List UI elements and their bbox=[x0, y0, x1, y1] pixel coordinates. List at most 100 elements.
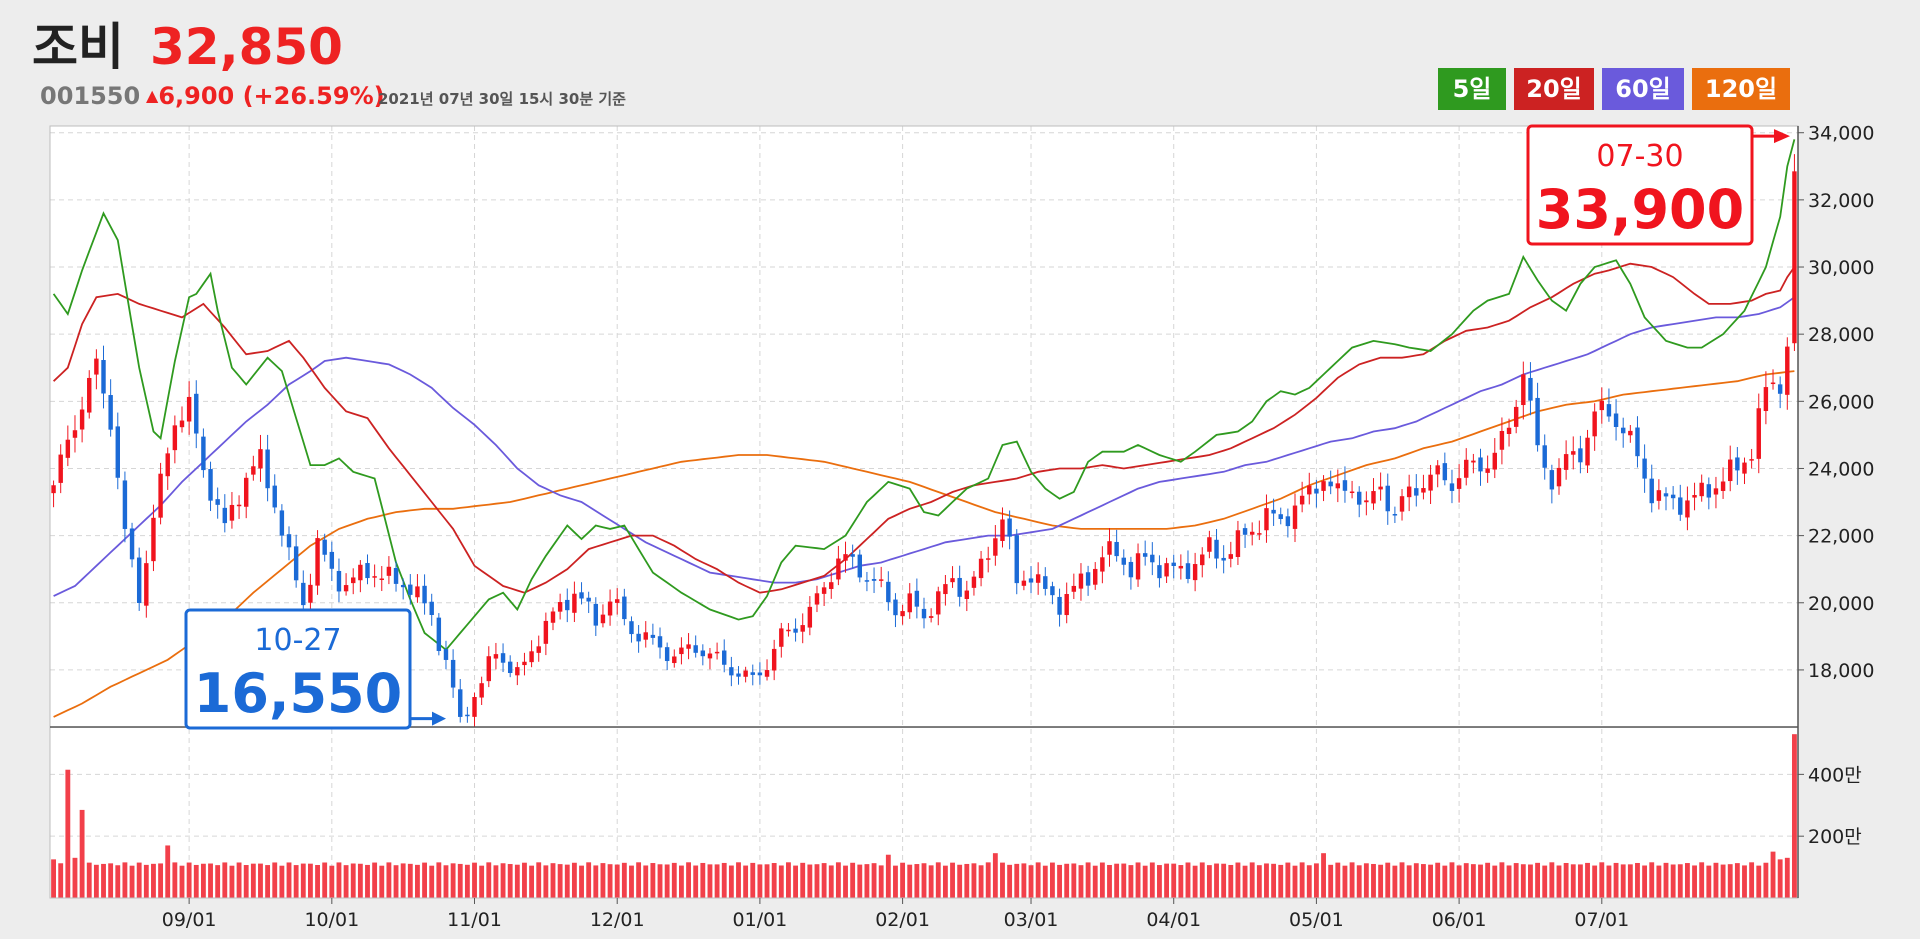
volume-bar bbox=[1642, 865, 1648, 898]
volume-bar bbox=[900, 862, 906, 898]
volume-bar bbox=[671, 862, 677, 898]
volume-bar bbox=[778, 865, 784, 898]
volume-bar bbox=[1663, 862, 1669, 898]
candle bbox=[893, 599, 898, 616]
candle bbox=[1792, 171, 1797, 344]
candle bbox=[1050, 586, 1055, 596]
candle bbox=[536, 646, 541, 653]
stock-code: 001550 bbox=[40, 82, 141, 110]
candle bbox=[1200, 554, 1205, 566]
volume-bar bbox=[464, 864, 470, 898]
price-tick-label: 24,000 bbox=[1808, 458, 1874, 480]
price-tick-label: 26,000 bbox=[1808, 391, 1874, 413]
candle bbox=[878, 579, 884, 581]
price-tick-label: 30,000 bbox=[1808, 257, 1874, 279]
candle bbox=[443, 649, 449, 660]
volume-bar bbox=[1599, 862, 1605, 898]
candle bbox=[1271, 509, 1276, 514]
candle bbox=[622, 596, 627, 620]
candle bbox=[1578, 448, 1583, 463]
date-tick-label: 04/01 bbox=[1146, 909, 1201, 931]
candle bbox=[500, 653, 506, 663]
volume-bar bbox=[636, 862, 642, 898]
volume-bar bbox=[728, 865, 734, 898]
volume-bar bbox=[1057, 864, 1062, 898]
candle bbox=[672, 656, 677, 664]
volume-bar bbox=[1399, 862, 1405, 898]
candle bbox=[1521, 374, 1526, 406]
volume-bar bbox=[1049, 862, 1055, 898]
legend-ma120[interactable]: 120일 bbox=[1692, 68, 1790, 110]
candle bbox=[1185, 563, 1191, 579]
candle bbox=[743, 670, 748, 677]
candle bbox=[1414, 488, 1419, 496]
candle bbox=[215, 499, 220, 505]
candle bbox=[1028, 578, 1034, 583]
volume-bar bbox=[457, 863, 463, 898]
volume-bar bbox=[386, 862, 392, 898]
volume-bar bbox=[1513, 863, 1519, 898]
candle bbox=[229, 504, 235, 521]
candle bbox=[1264, 508, 1269, 531]
volume-bar bbox=[1356, 865, 1362, 898]
candle bbox=[636, 633, 641, 642]
candle bbox=[764, 670, 770, 677]
candle bbox=[807, 606, 813, 628]
volume-bar bbox=[914, 864, 920, 898]
candle bbox=[1128, 561, 1134, 578]
date-tick-label: 12/01 bbox=[590, 909, 645, 931]
candle bbox=[1606, 404, 1612, 417]
volume-bar bbox=[357, 863, 363, 898]
candle bbox=[1014, 535, 1019, 584]
volume-bar bbox=[1114, 863, 1120, 898]
volume-bar bbox=[1734, 863, 1740, 898]
volume-bar bbox=[122, 862, 128, 898]
candle bbox=[914, 590, 920, 607]
candle bbox=[664, 647, 670, 662]
volume-bar bbox=[1585, 862, 1590, 898]
volume-bar bbox=[536, 862, 542, 898]
date-tick-label: 05/01 bbox=[1289, 909, 1344, 931]
volume-bar bbox=[1192, 865, 1198, 898]
candle bbox=[1285, 516, 1291, 527]
candle bbox=[857, 554, 862, 578]
candle bbox=[222, 507, 228, 524]
volume-bar bbox=[1592, 865, 1598, 898]
volume-bar bbox=[743, 865, 749, 898]
volume-bar bbox=[571, 862, 577, 898]
volume-bar bbox=[1164, 863, 1170, 898]
volume-bar bbox=[614, 864, 620, 898]
volume-bar bbox=[1649, 862, 1655, 898]
candle bbox=[1428, 474, 1433, 491]
legend-ma5[interactable]: 5일 bbox=[1438, 68, 1506, 110]
candle bbox=[479, 683, 484, 698]
candle bbox=[593, 603, 599, 626]
volume-bar bbox=[529, 865, 535, 898]
price-tick-label: 18,000 bbox=[1808, 660, 1874, 682]
legend-ma60[interactable]: 60일 bbox=[1602, 68, 1684, 110]
date-tick-label: 02/01 bbox=[875, 909, 930, 931]
candle bbox=[1785, 346, 1790, 395]
candle bbox=[1563, 454, 1569, 470]
volume-bar bbox=[1470, 864, 1476, 898]
candle bbox=[1299, 495, 1305, 505]
volume-bar bbox=[700, 862, 706, 898]
candle bbox=[771, 648, 777, 671]
low-arrow-head bbox=[432, 711, 446, 726]
volume-bar bbox=[1335, 862, 1341, 898]
volume-bar bbox=[436, 862, 442, 898]
candle bbox=[465, 714, 470, 717]
candle bbox=[707, 653, 713, 659]
volume-bar bbox=[793, 865, 799, 898]
candle bbox=[151, 517, 156, 562]
volume-bar bbox=[835, 862, 841, 898]
candle bbox=[258, 449, 263, 469]
candle bbox=[1335, 483, 1341, 489]
volume-bar bbox=[1406, 865, 1412, 898]
volume-bar bbox=[1706, 865, 1712, 898]
legend-ma20[interactable]: 20일 bbox=[1514, 68, 1594, 110]
candle bbox=[1371, 491, 1376, 504]
candle bbox=[586, 597, 591, 602]
volume-bar bbox=[472, 862, 477, 898]
volume-tick-label: 400만 bbox=[1808, 764, 1862, 786]
